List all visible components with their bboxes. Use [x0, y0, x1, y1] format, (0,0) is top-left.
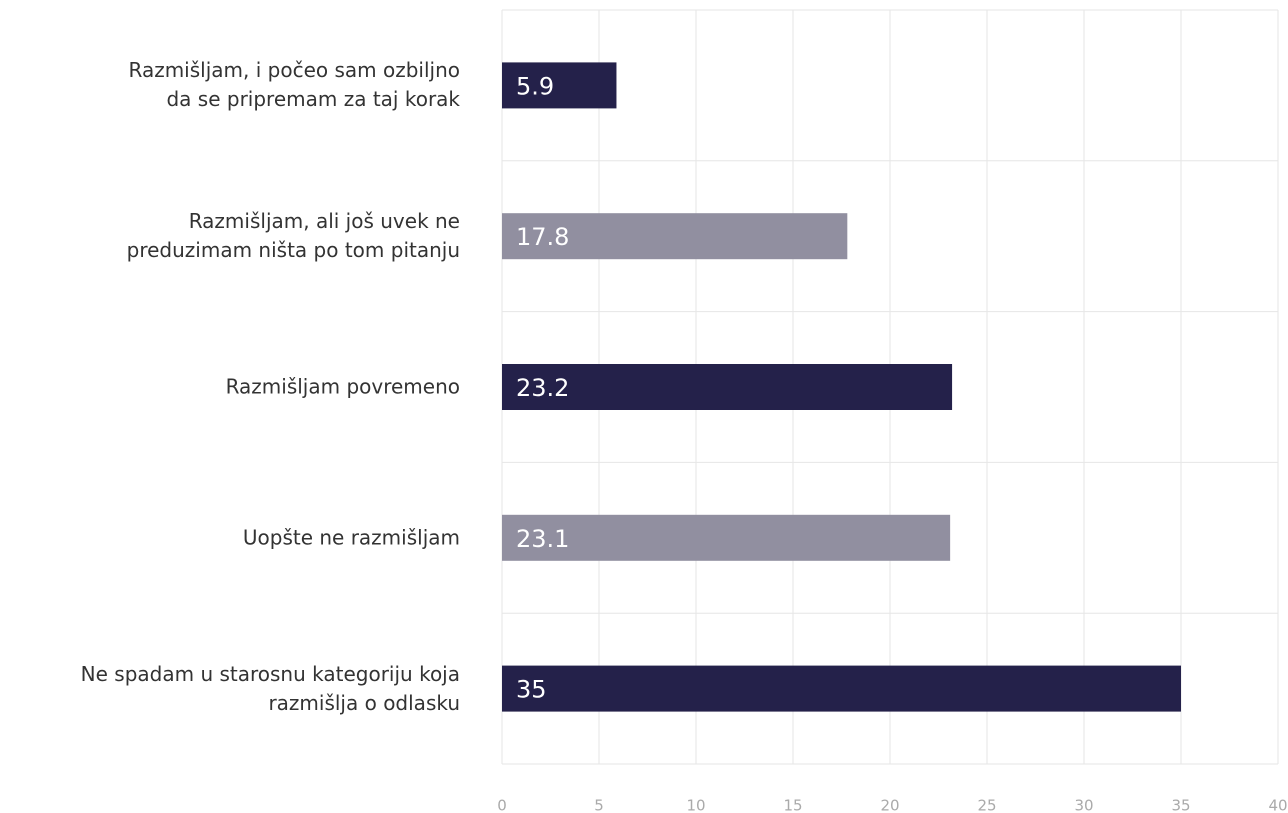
- x-tick-label: 15: [783, 797, 802, 813]
- x-tick-label: 25: [977, 797, 996, 813]
- bar: [502, 213, 848, 260]
- x-tick-label: 35: [1171, 797, 1190, 813]
- category-label: Razmišljam, ali još uvek ne preduzimam n…: [126, 209, 460, 263]
- bar: [502, 665, 1181, 712]
- value-label: 23.2: [516, 374, 569, 402]
- x-tick-label: 5: [594, 797, 604, 813]
- category-label: Razmišljam povremeno: [225, 374, 460, 399]
- x-tick-label: 20: [880, 797, 899, 813]
- x-tick-label: 10: [686, 797, 705, 813]
- bar: [502, 364, 953, 410]
- value-label: 5.9: [516, 72, 554, 100]
- x-tick-label: 30: [1074, 797, 1093, 813]
- x-tick-label: 0: [497, 797, 507, 813]
- bar: [502, 62, 617, 109]
- bar: [502, 514, 951, 561]
- x-tick-label: 40: [1268, 797, 1287, 813]
- category-label: Razmišljam, i počeo sam ozbiljno da se p…: [128, 58, 460, 112]
- category-label: Uopšte ne razmišljam: [242, 525, 460, 550]
- value-label: 35: [516, 676, 547, 704]
- value-label: 23.1: [516, 525, 569, 553]
- value-label: 17.8: [516, 223, 569, 251]
- category-label: Ne spadam u starosnu kategoriju koja raz…: [80, 661, 460, 715]
